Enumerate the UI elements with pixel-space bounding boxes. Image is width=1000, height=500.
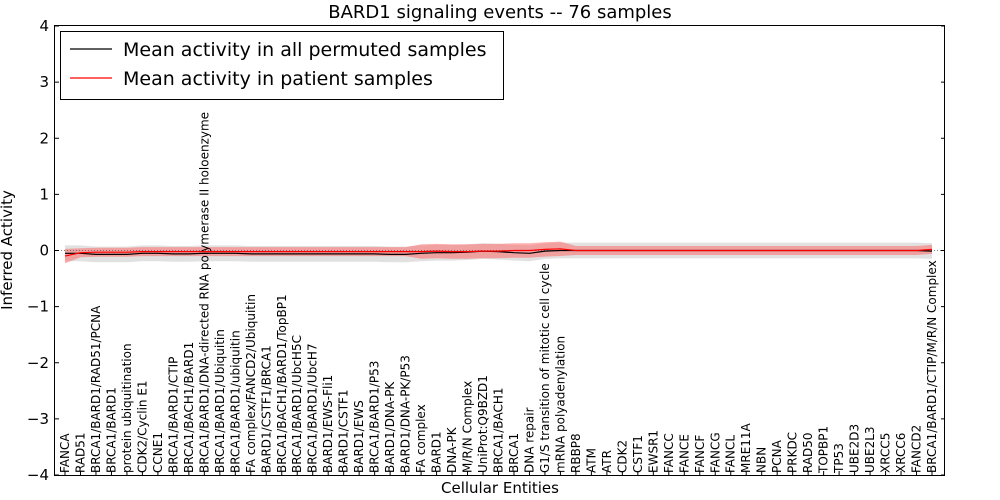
x-tick-label: FANCG [708, 432, 722, 473]
x-tick-label: BRCA1/BACH1 [492, 387, 506, 473]
x-tick-label: CDK2/Cyclin E1 [135, 380, 149, 473]
x-tick-label: BARD1/CSTF1 [337, 389, 351, 473]
x-tick-label: NBN [755, 447, 769, 473]
x-tick-label: UniProt:Q9BZD1 [476, 375, 490, 473]
x-tick-label: FANCA [58, 433, 72, 473]
x-tick-label: BRCA1/BARD1/ubiquitin [228, 330, 242, 473]
x-tick-label: FA complex [414, 404, 428, 473]
x-tick-label: BRCA1/BARD1/P53 [368, 361, 382, 473]
x-tick-label: FANCD2 [910, 425, 924, 473]
y-tick-label: −4 [27, 466, 49, 484]
x-tick-label: XRCC6 [894, 433, 908, 473]
x-tick-label: PCNA [770, 439, 784, 473]
y-tick-label: 1 [39, 185, 49, 203]
x-tick-label: BRCA1/BARD1/UbcH5C [290, 335, 304, 473]
legend-label-permuted: Mean activity in all permuted samples [123, 39, 486, 61]
x-tick-label: BRCA1/BARD1/UbcH7 [306, 343, 320, 473]
x-tick-label: ATR [600, 450, 614, 473]
y-tick-label: 4 [39, 17, 49, 35]
y-tick-label: 3 [39, 73, 49, 91]
x-tick-label: CCNE1 [151, 432, 165, 473]
y-tick-label: 2 [39, 129, 49, 147]
x-tick-label: BRCA1/BARD1/CTIP [166, 357, 180, 473]
y-tick-label: −2 [27, 354, 49, 372]
x-tick-label: XRCC5 [879, 433, 893, 473]
legend-label-patient: Mean activity in patient samples [123, 68, 433, 90]
legend: Mean activity in all permuted samples Me… [60, 31, 504, 100]
x-tick-label: BRCA1/BARD1 [104, 387, 118, 473]
x-tick-label: TOPBP1 [817, 426, 831, 474]
x-tick-label: FANCE [677, 434, 691, 473]
x-tick-label: RBBP8 [569, 433, 583, 473]
x-tick-label: UBE2D3 [848, 424, 862, 473]
line-patient [64, 248, 933, 257]
x-tick-label: BARD1/DNA-PK [383, 381, 397, 473]
x-tick-label: BRCA1/BACH1/BARD1/TopBP1 [275, 294, 289, 473]
x-tick-label: FANCC [662, 433, 676, 473]
x-tick-label: FANCL [724, 435, 738, 473]
x-tick-label: RAD50 [801, 432, 815, 473]
x-tick-label: BRCA1 [507, 433, 521, 473]
plot-area [55, 241, 945, 264]
y-axis-label: Inferred Activity [0, 190, 16, 310]
x-tick-label: BRCA1/BARD1/Ubiquitin [213, 329, 227, 473]
x-tick-label: DNA-PK [445, 426, 459, 473]
x-tick-label: M/R/N Complex [461, 381, 475, 473]
x-tick-label: RAD51 [74, 432, 88, 473]
x-tick-label: ATM [584, 448, 598, 473]
y-axis: −4 −3 −2 −1 0 1 2 3 4 [27, 17, 945, 484]
x-tick-label: BARD1 [430, 431, 444, 473]
x-tick-label: PRKDC [786, 432, 800, 473]
x-tick-label: BRCA1/BARD1/RAD51/PCNA [89, 305, 103, 473]
x-tick-label: BRCA1/BARD1/CTIP/M/R/N Complex [925, 260, 939, 473]
x-tick-label: BRCA1/BARD1/DNA-directed RNA polymerase … [197, 112, 211, 473]
x-tick-label: FANCF [693, 435, 707, 473]
legend-box [60, 31, 504, 100]
y-tick-label: −3 [27, 410, 49, 428]
chart-title: BARD1 signaling events -- 76 samples [328, 2, 672, 23]
x-tick-label: BARD1/DNA-PK/P53 [399, 355, 413, 473]
x-tick-label: mRNA polyadenylation [553, 336, 567, 473]
x-tick-label: BARD1/EWS [352, 400, 366, 473]
x-tick-label: BARD1/EWS-Fli1 [321, 375, 335, 473]
x-axis-label: Cellular Entities [441, 479, 559, 497]
x-tick-label: MRE11A [739, 422, 753, 473]
x-tick-label: EWSR1 [646, 430, 660, 473]
band-patient [65, 241, 932, 264]
x-axis: FANCA RAD51 BRCA1/BARD1/RAD51/PCNA BRCA1/BA… [58, 112, 939, 475]
x-tick-label: BARD1/CSTF1/BRCA1 [259, 345, 273, 473]
x-tick-label: TP53 [832, 443, 846, 474]
y-tick-label: 0 [39, 242, 49, 260]
x-tick-label: UBE2L3 [863, 426, 877, 473]
x-tick-label: CDK2 [615, 440, 629, 473]
x-tick-label: G1/S transition of mitotic cell cycle [538, 263, 552, 473]
x-tick-label: protein ubiquitination [120, 343, 134, 473]
x-tick-label: DNA repair [523, 407, 537, 473]
x-tick-label: BRCA1/BACH1/BARD1 [182, 342, 196, 473]
y-tick-label: −1 [27, 298, 49, 316]
x-tick-label: CSTF1 [631, 435, 645, 473]
x-tick-label: FA complex/FANCD2/Ubiquitin [244, 294, 258, 473]
